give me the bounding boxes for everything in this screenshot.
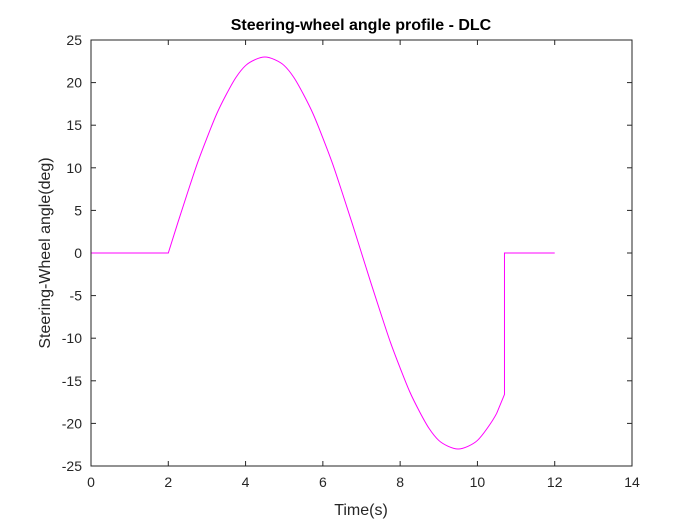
chart-title: Steering-wheel angle profile - DLC [231, 17, 492, 34]
series-layer [91, 56, 555, 450]
y-axis-label: Steering-Wheel angle(deg) [37, 157, 54, 348]
y-tick-label: -15 [62, 373, 82, 389]
y-tick-label: 15 [66, 117, 82, 133]
x-tick-label: 10 [470, 474, 486, 490]
series-line [91, 56, 555, 450]
x-tick-label: 4 [242, 474, 250, 490]
y-tick-label: 10 [66, 160, 82, 176]
x-tick-label: 0 [87, 474, 95, 490]
y-tick-label: 25 [66, 32, 82, 48]
y-tick-label: 5 [74, 202, 82, 218]
x-tick-label: 8 [396, 474, 404, 490]
x-tick-label: 12 [547, 474, 563, 490]
x-tick-labels: 0 2 4 6 8 10 12 14 [87, 474, 640, 490]
y-tick-label: -25 [62, 458, 82, 474]
y-tick-labels: -25 -20 -15 -10 -5 0 5 10 15 20 25 [62, 32, 82, 474]
x-tick-label: 6 [319, 474, 327, 490]
y-tick-label: -20 [62, 415, 82, 431]
plot-area-frame [90, 39, 633, 467]
x-axis-label: Time(s) [334, 502, 388, 519]
y-tick-label: 20 [66, 75, 82, 91]
y-tick-label: -10 [62, 330, 82, 346]
x-tick-label: 2 [164, 474, 172, 490]
x-tick-label: 14 [624, 474, 640, 490]
y-tick-label: 0 [74, 245, 82, 261]
y-tick-label: -5 [70, 288, 83, 304]
